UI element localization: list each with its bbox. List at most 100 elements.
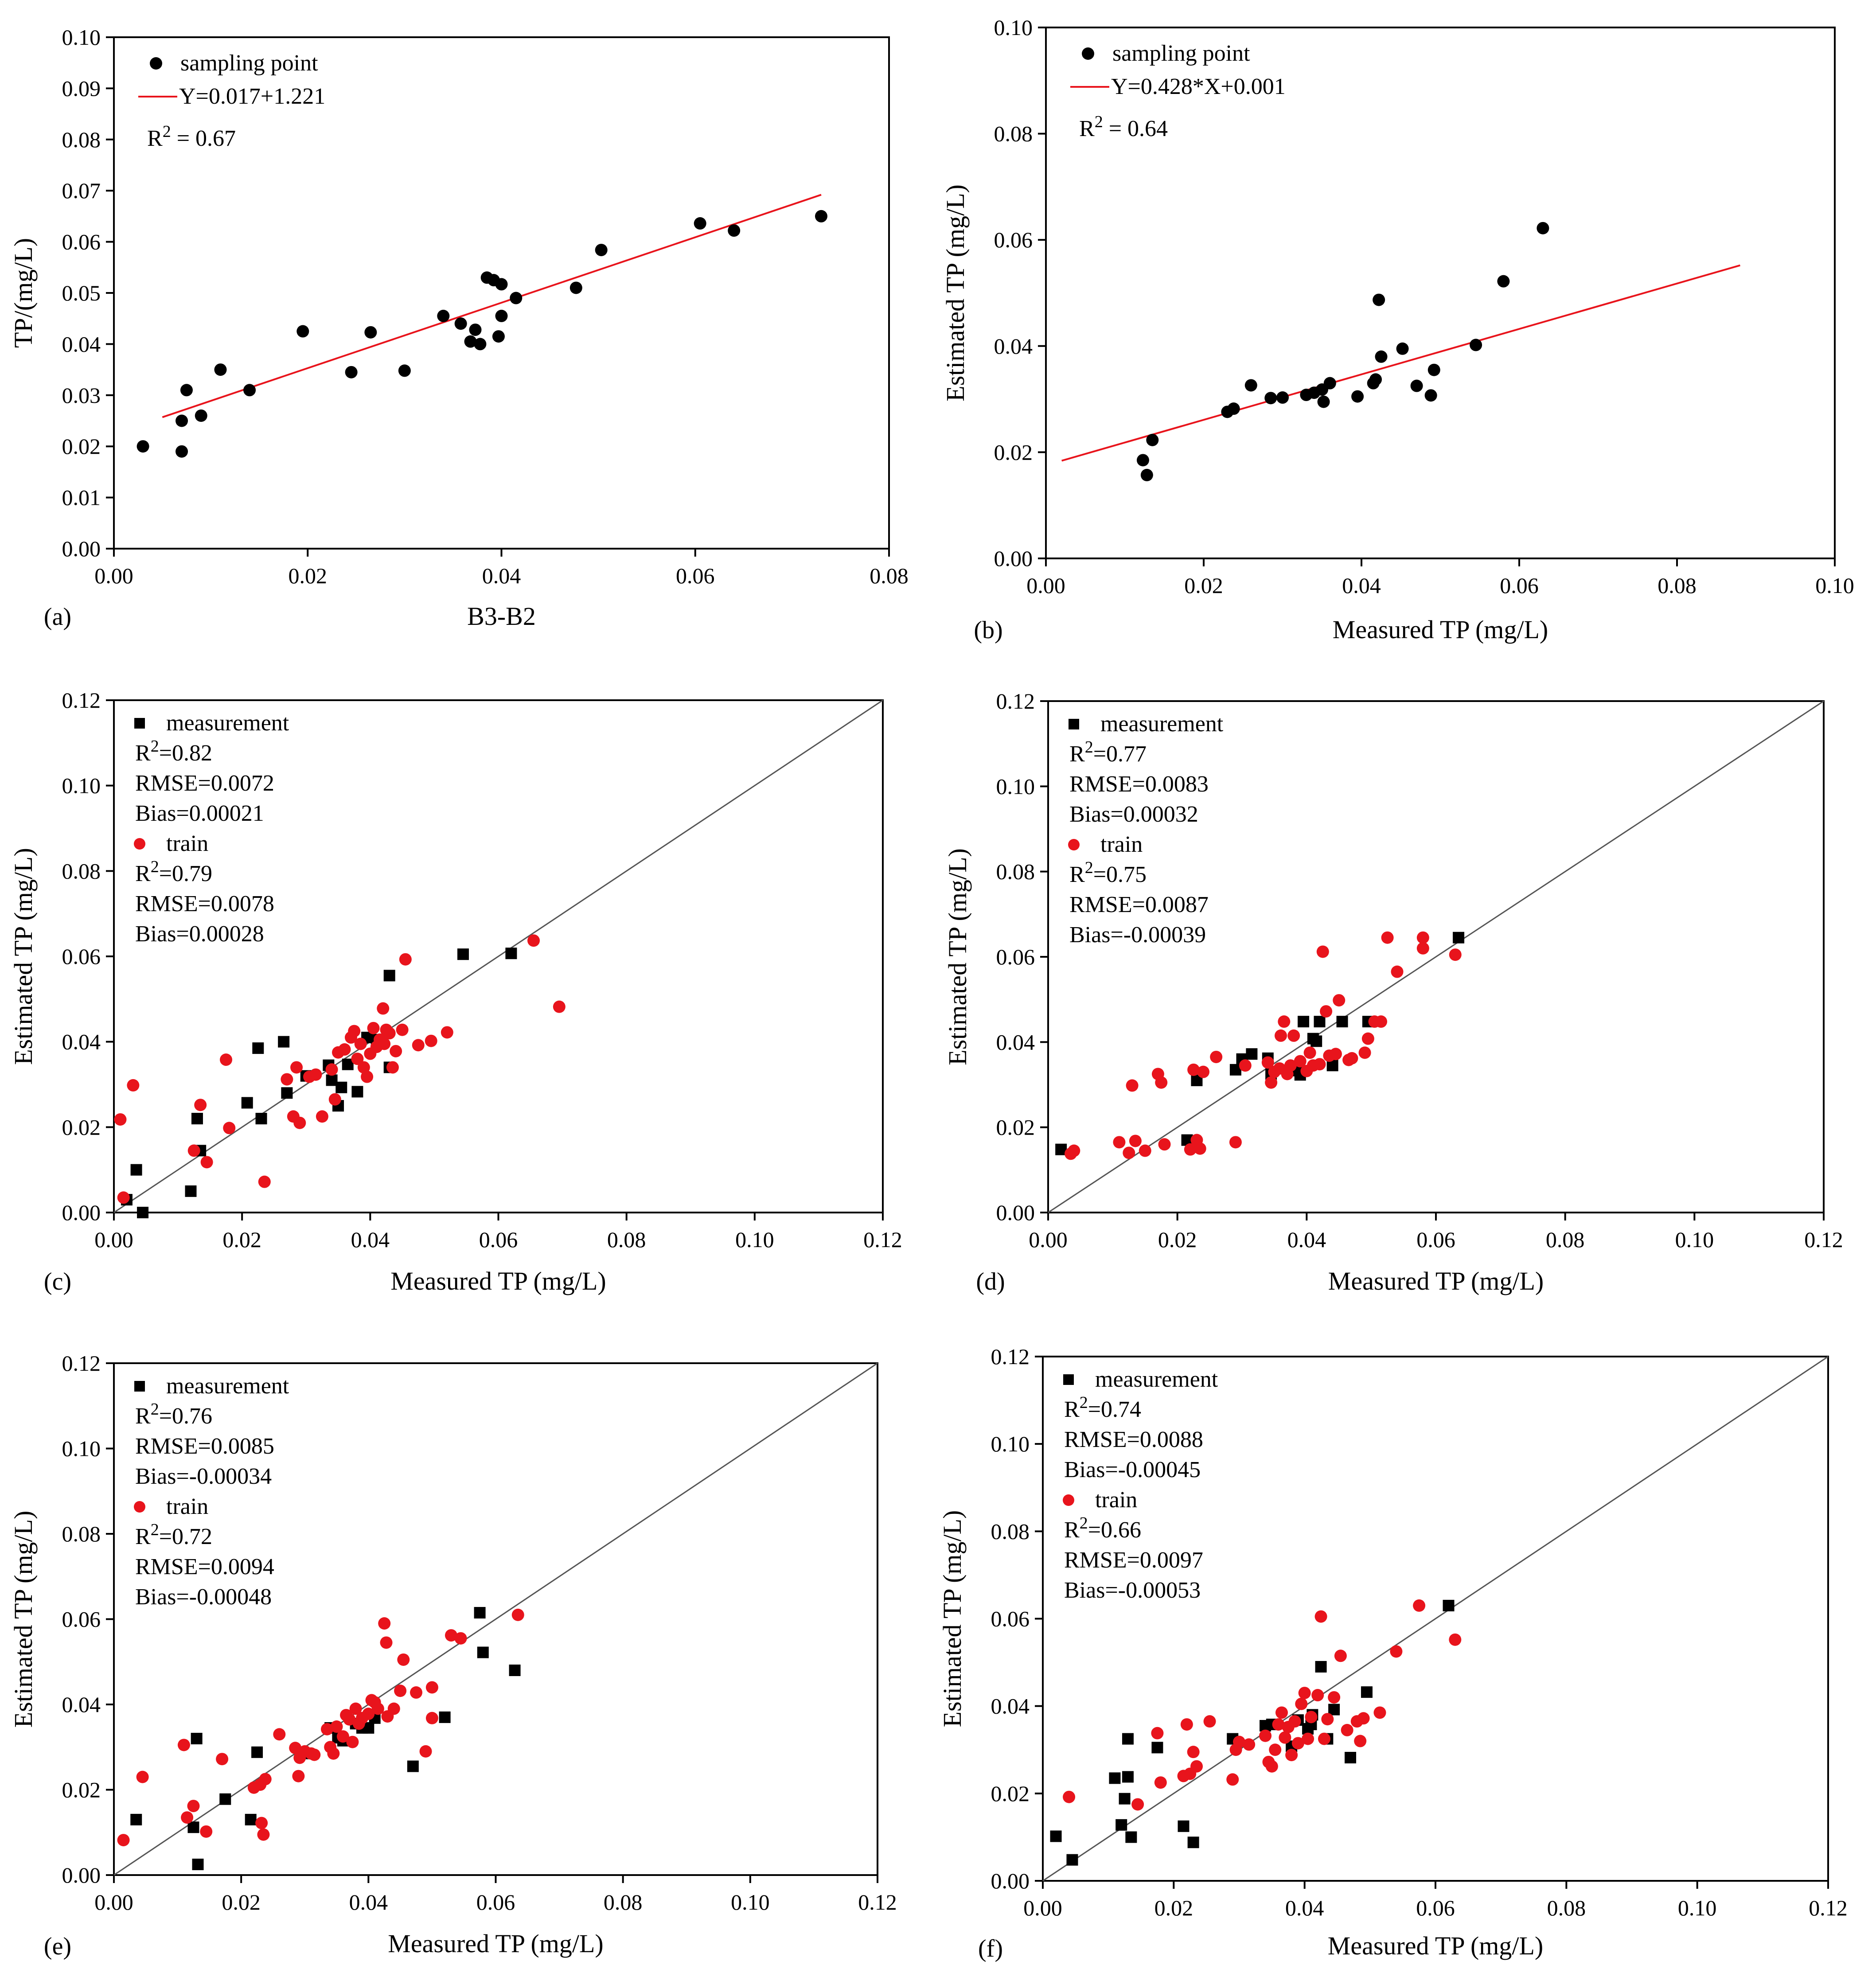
data-point-circle [371,1702,384,1715]
data-point-circle [1369,373,1382,386]
data-point-circle [1146,433,1159,446]
data-point-circle [327,1747,340,1760]
y-tick-label: 0.04 [62,331,101,356]
x-tick-label: 0.04 [1287,1227,1326,1252]
data-point-circle [1284,1059,1297,1072]
data-point-circle [1410,379,1423,392]
data-point-square [335,1081,347,1093]
data-point-circle [1269,1743,1282,1756]
data-point-circle [214,363,227,376]
y-tick-label: 0.06 [62,230,101,254]
data-point-circle [1302,1732,1314,1745]
data-point-circle [216,1753,229,1766]
data-point-circle [1329,1048,1342,1061]
data-point-circle [1139,1144,1151,1157]
y-tick-label: 0.12 [62,688,101,713]
panel-c: 0.00 0.02 0.04 0.06 0.08 0.10 0.12 0.00 0.02 0.04… [9,688,902,1295]
data-point-circle [527,934,540,947]
data-point-circle [338,1043,351,1056]
y-axis-label: Estimated TP (mg/L) [941,184,970,402]
data-point-circle [357,1061,370,1074]
x-tick-label: 0.06 [1416,1227,1455,1252]
y-tick-label: 0.02 [62,1115,101,1139]
data-point-circle [1316,945,1329,958]
data-point-square [1315,1661,1327,1673]
regression-line [162,194,822,418]
x-tick-label: 0.12 [1804,1227,1843,1252]
y-tick-label: 0.00 [991,1868,1030,1893]
data-point-circle [194,1099,207,1111]
data-point-circle [454,317,467,330]
x-tick-label: 0.10 [735,1227,774,1252]
data-point-square [505,948,517,959]
data-point-circle [1193,1142,1206,1155]
data-point-circle [1129,1135,1142,1147]
data-point-square [1443,1599,1455,1611]
data-point-circle [1391,965,1404,978]
data-point-circle [1294,1055,1307,1068]
data-point-circle [1068,1144,1080,1157]
legend-marker-square [134,718,145,729]
data-point-circle [1375,350,1388,363]
y-tick-label: 0.00 [62,1200,101,1225]
data-point-circle [1265,1076,1278,1089]
data-point-circle [200,1825,213,1838]
legend-label: measurement [1100,711,1224,737]
data-point-circle [492,330,505,343]
legend-stat-text: Bias=0.00032 [1069,802,1198,827]
y-tick-label: 0.01 [62,485,101,510]
legend-stat-text: RMSE=0.0088 [1064,1427,1203,1452]
data-point-circle [1261,1056,1274,1069]
y-tick-label: 0.06 [994,227,1033,252]
x-axis-label: Measured TP (mg/L) [1333,615,1548,644]
data-point-circle [1413,1599,1426,1612]
data-point-square [1109,1772,1121,1784]
data-point-square [407,1760,419,1772]
data-point-circle [398,364,411,377]
data-point-square [439,1711,451,1723]
data-point-circle [1259,1729,1272,1742]
data-point-square [1361,1686,1373,1698]
r-squared-text: R2=0.75 [1069,858,1147,887]
data-point-square [1178,1820,1190,1832]
data-point-circle [343,1713,356,1726]
data-point-circle [390,1045,402,1057]
data-point-circle [383,1027,396,1040]
legend-label: measurement [1095,1367,1218,1392]
data-point-circle [1131,1798,1144,1811]
x-tick-label: 0.08 [1547,1895,1586,1920]
x-tick-label: 0.06 [479,1227,518,1252]
x-tick-label: 0.00 [94,1890,133,1915]
x-tick-label: 0.06 [1416,1895,1455,1920]
x-tick-label: 0.10 [1678,1895,1717,1920]
data-point-circle [815,210,827,222]
data-point-circle [437,309,450,322]
data-point-circle [1323,377,1336,390]
data-point-circle [425,1034,437,1047]
data-point-circle [127,1079,140,1092]
data-point-circle [1243,1738,1256,1751]
one-to-one-line [1042,1356,1829,1882]
data-point-square [1125,1831,1137,1843]
data-point-circle [187,1144,200,1157]
data-point-circle [1197,1065,1209,1078]
x-tick-label: 0.02 [222,1890,261,1915]
data-point-circle [1358,1046,1371,1059]
panel-letter: (a) [44,603,71,631]
data-point-square [1122,1733,1134,1745]
data-point-circle [293,1116,306,1129]
y-tick-label: 0.00 [996,1200,1035,1225]
data-point-circle [223,1122,236,1135]
legend-label: train [166,831,208,856]
data-point-circle [330,1720,343,1733]
data-point-circle [1298,1687,1311,1700]
data-point-circle [367,1022,380,1034]
data-point-circle [1265,1760,1278,1773]
data-point-circle [474,338,487,351]
data-point-circle [425,1712,438,1724]
data-point-circle [378,1617,391,1630]
y-tick-label: 0.10 [62,25,101,50]
y-tick-label: 0.10 [62,773,101,798]
data-point-circle [321,1723,334,1735]
panel-f: 0.00 0.02 0.04 0.06 0.08 0.10 0.12 0.00 0.02 0.04… [938,1344,1848,1962]
